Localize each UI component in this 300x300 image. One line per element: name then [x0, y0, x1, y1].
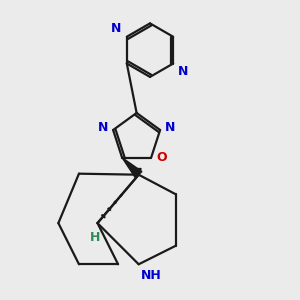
Text: N: N [178, 65, 189, 78]
Text: N: N [111, 22, 122, 35]
Text: N: N [98, 122, 109, 134]
Text: H: H [90, 231, 100, 244]
Text: NH: NH [141, 269, 162, 282]
Polygon shape [122, 158, 142, 178]
Polygon shape [136, 169, 141, 175]
Text: N: N [165, 122, 175, 134]
Text: O: O [157, 151, 167, 164]
